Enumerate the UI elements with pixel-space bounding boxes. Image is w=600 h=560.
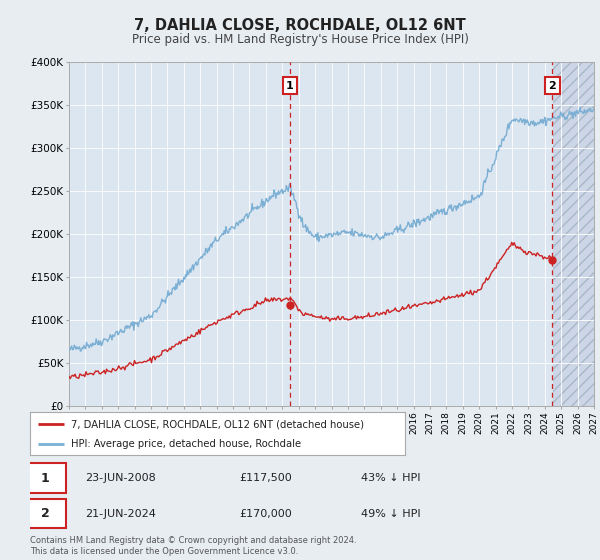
Text: £170,000: £170,000 [240, 508, 293, 519]
Text: 49% ↓ HPI: 49% ↓ HPI [361, 508, 421, 519]
Text: 7, DAHLIA CLOSE, ROCHDALE, OL12 6NT (detached house): 7, DAHLIA CLOSE, ROCHDALE, OL12 6NT (det… [71, 419, 364, 429]
Text: HPI: Average price, detached house, Rochdale: HPI: Average price, detached house, Roch… [71, 438, 301, 449]
FancyBboxPatch shape [25, 498, 66, 529]
Text: Contains HM Land Registry data © Crown copyright and database right 2024.
This d: Contains HM Land Registry data © Crown c… [30, 536, 356, 556]
Text: Price paid vs. HM Land Registry's House Price Index (HPI): Price paid vs. HM Land Registry's House … [131, 32, 469, 46]
Bar [553, 62, 594, 406]
Text: 7, DAHLIA CLOSE, ROCHDALE, OL12 6NT: 7, DAHLIA CLOSE, ROCHDALE, OL12 6NT [134, 18, 466, 32]
FancyBboxPatch shape [25, 463, 66, 493]
Text: 2: 2 [548, 81, 556, 91]
Text: 1: 1 [286, 81, 294, 91]
Text: 1: 1 [41, 472, 50, 485]
Text: 21-JUN-2024: 21-JUN-2024 [85, 508, 156, 519]
Bar [553, 62, 594, 406]
Text: 43% ↓ HPI: 43% ↓ HPI [361, 473, 421, 483]
Text: £117,500: £117,500 [240, 473, 293, 483]
Text: 23-JUN-2008: 23-JUN-2008 [85, 473, 156, 483]
Text: 2: 2 [41, 507, 50, 520]
